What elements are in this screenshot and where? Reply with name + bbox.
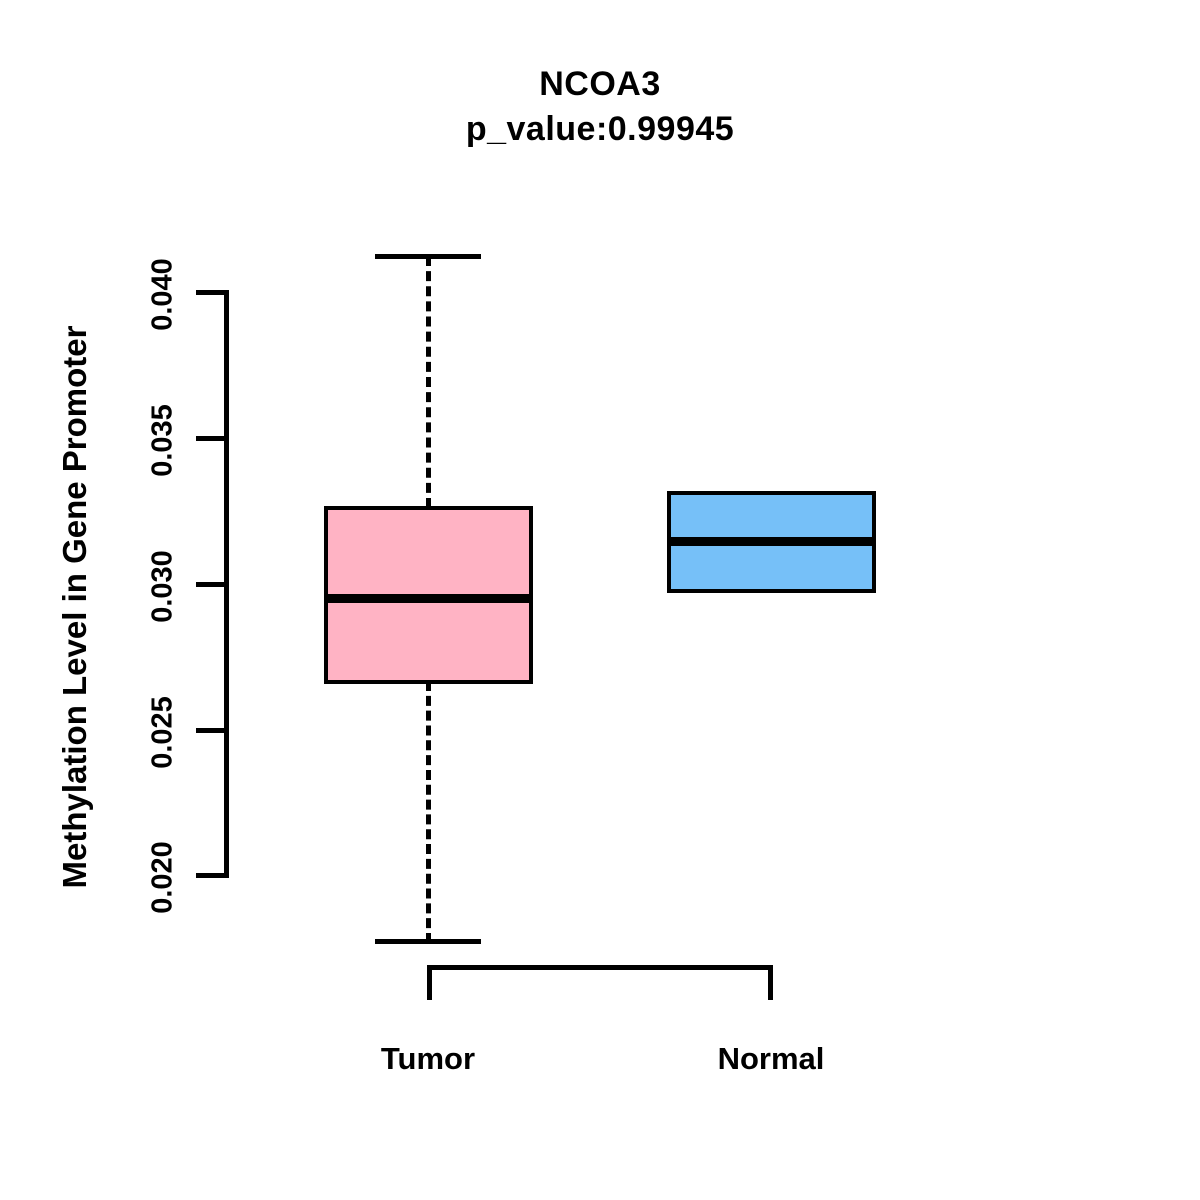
y-tick-label-0035: 0.035 (146, 404, 179, 477)
x-axis-spine (427, 965, 773, 970)
tumor-upper-whisker-line (426, 256, 431, 508)
x-axis-tick-tumor (427, 965, 432, 1000)
y-axis-label: Methylation Level in Gene Promoter (56, 325, 93, 889)
x-tick-label-tumor: Tumor (380, 1041, 476, 1076)
tumor-median-line (324, 594, 533, 603)
page-title: NCOA3 (539, 65, 661, 103)
normal-median-line (667, 537, 876, 546)
y-axis-tick-0030 (196, 582, 229, 587)
p-value-label: p_value:0.99945 (465, 110, 735, 148)
x-axis-tick-normal (768, 965, 773, 1000)
x-tick-label-normal: Normal (717, 1041, 825, 1076)
chart-title-block: NCOA3 p_value:0.99945 (0, 62, 1200, 152)
y-tick-label-0025: 0.025 (146, 696, 179, 769)
y-axis-tick-0035 (196, 436, 229, 441)
y-tick-label-0020: 0.020 (146, 841, 179, 914)
y-tick-label-0030: 0.030 (146, 550, 179, 623)
y-axis-tick-0040 (196, 290, 229, 295)
y-tick-label-0040: 0.040 (146, 258, 179, 331)
y-axis-tick-0025 (196, 728, 229, 733)
tumor-lower-whisker-line (426, 681, 431, 943)
tumor-upper-whisker-cap (375, 254, 481, 259)
y-axis-tick-0020 (196, 873, 229, 878)
tumor-lower-whisker-cap (375, 939, 481, 944)
